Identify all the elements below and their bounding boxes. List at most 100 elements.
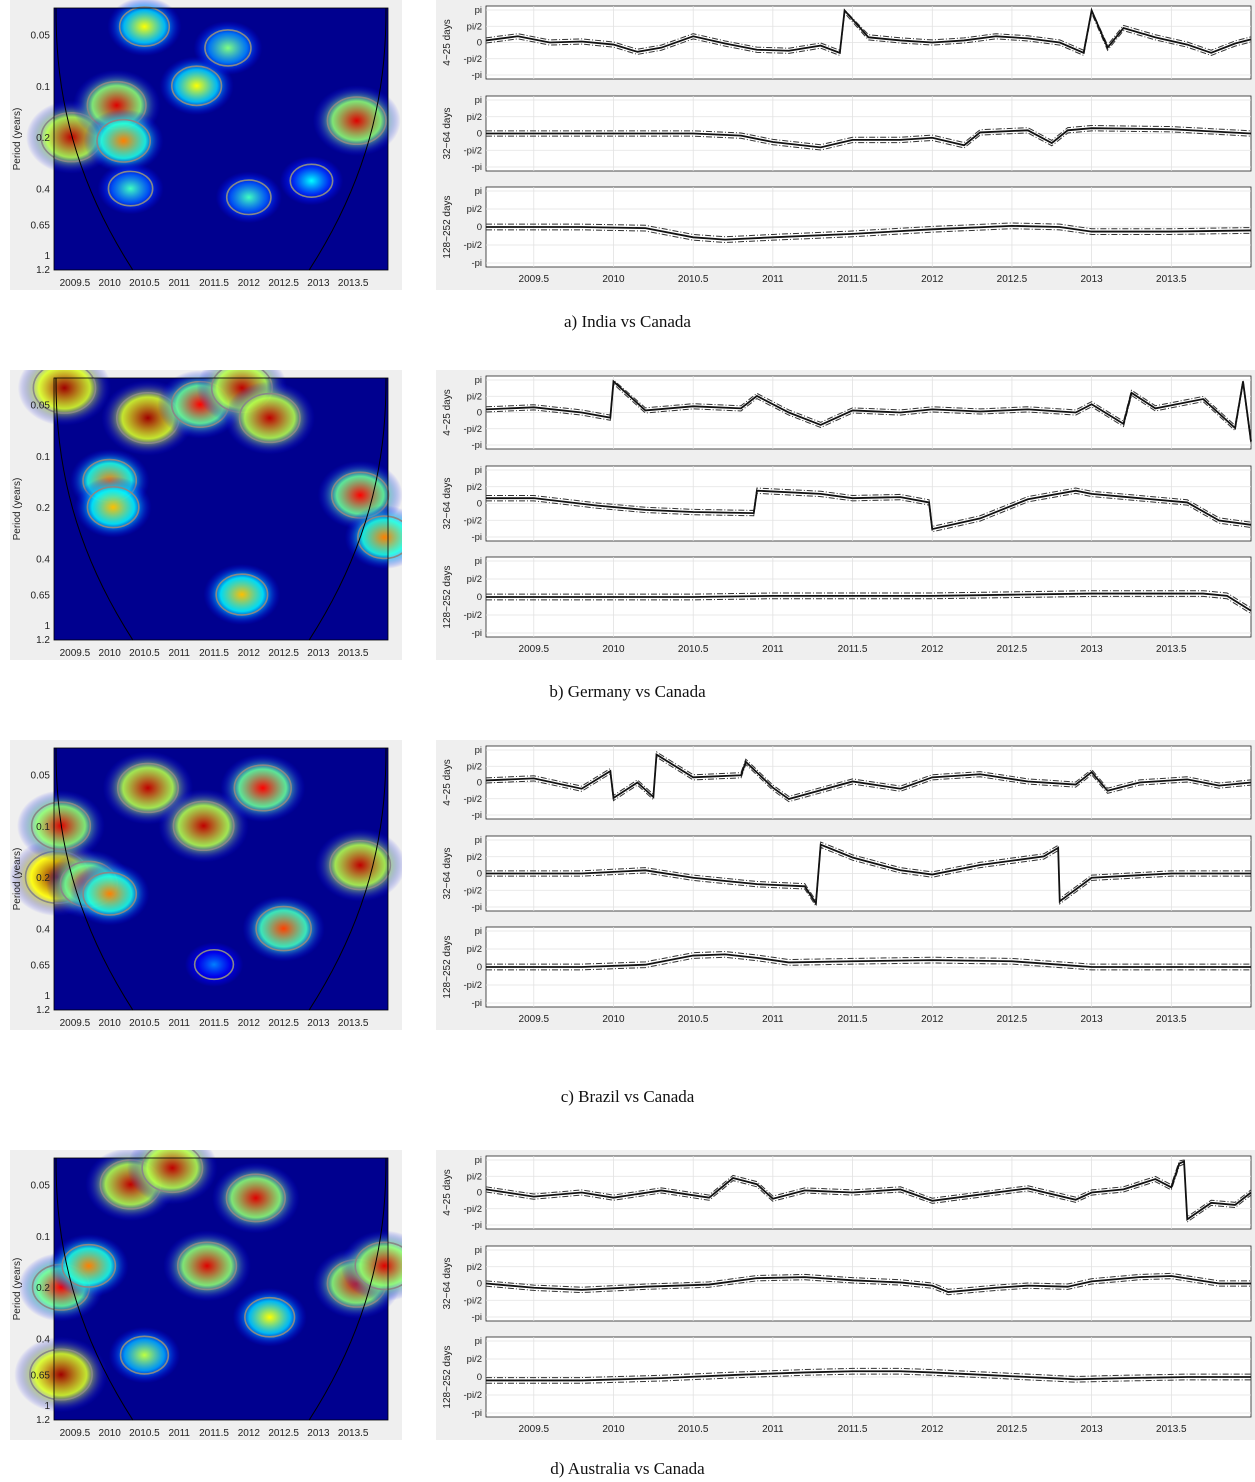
- significance-contour: [176, 1241, 238, 1291]
- x-tick-label: 2011.5: [199, 1428, 229, 1439]
- x-tick-label: 2012.5: [997, 644, 1028, 655]
- y-tick-label: 0: [477, 129, 482, 140]
- y-tick-label: 0.4: [36, 925, 50, 936]
- y-tick-label: pi/2: [467, 944, 482, 955]
- x-tick-label: 2012.5: [997, 1014, 1028, 1025]
- y-tick-label: pi/2: [467, 21, 482, 32]
- y-tick-label: 0: [477, 408, 482, 419]
- x-tick-label: 2011: [168, 278, 190, 289]
- x-tick-label: 2011.5: [838, 644, 868, 655]
- y-tick-label: pi/2: [467, 112, 482, 123]
- band-label: 128~252 days: [442, 565, 453, 628]
- phase-upper-bound: [486, 222, 1252, 238]
- band-label: 32~64 days: [442, 848, 453, 900]
- x-tick-label: 2012: [238, 278, 261, 289]
- y-tick-label: 0: [477, 592, 482, 603]
- y-tick-label: -pi: [471, 70, 482, 81]
- y-tick-label: pi/2: [467, 391, 482, 402]
- heatmap-hotspot: [242, 895, 325, 962]
- heatmap-cells: [26, 0, 401, 224]
- y-tick-label: pi/2: [467, 574, 482, 585]
- y-tick-label: -pi/2: [464, 145, 482, 156]
- x-tick-label: 2010: [99, 648, 122, 659]
- x-tick-label: 2010: [602, 644, 625, 655]
- y-tick-label: 0.1: [36, 452, 50, 463]
- x-tick-label: 2012: [921, 644, 944, 655]
- y-tick-label: 0: [477, 499, 482, 510]
- band-label: 128~252 days: [442, 195, 453, 258]
- x-tick-label: 2012: [238, 648, 261, 659]
- figure-caption-a: a) India vs Canada: [564, 312, 691, 331]
- phase-upper-bound: [486, 841, 1251, 903]
- plot-frame: [53, 377, 389, 641]
- x-tick-label: 2010.5: [678, 274, 709, 285]
- cone-of-influence-right: [308, 747, 387, 1011]
- y-tick-label: 0.4: [36, 555, 50, 566]
- wavelet-svg-c: Period (years) 0.05 0.1 0.2 0.4 0.65 1 1.2 2009.…: [9, 747, 406, 1029]
- heatmap-hotspot: [163, 1230, 252, 1302]
- x-tick-label: 2011.5: [838, 1424, 868, 1435]
- significance-contour: [238, 392, 301, 444]
- x-tick-label: 2013: [307, 648, 330, 659]
- y-tick-label: -pi/2: [464, 515, 482, 526]
- x-tick-label: 2013: [1081, 1014, 1104, 1025]
- phase-difference-line: [486, 489, 1252, 531]
- phase-lower-bound: [485, 756, 1252, 803]
- x-tick-label: 2011.5: [199, 278, 229, 289]
- x-tick-label: 2010: [602, 1014, 625, 1025]
- heatmap-hotspot: [126, 1131, 218, 1205]
- figure-d: Period (years) 0.05 0.1 0.2 0.4 0.65 1 1.2 2009.…: [0, 1131, 1255, 1482]
- x-tick-label: 2013: [1081, 274, 1104, 285]
- y-tick-label: -pi/2: [464, 240, 482, 251]
- heatmap-hotspot: [69, 861, 150, 926]
- band-label: 32~64 days: [442, 478, 453, 530]
- x-tick-label: 2013.5: [1156, 1014, 1187, 1025]
- x-tick-label: 2012: [238, 1018, 261, 1029]
- heatmap-hotspot: [108, 1326, 181, 1384]
- heatmap-hotspot: [312, 85, 401, 157]
- cone-of-influence-right: [308, 7, 387, 271]
- y-tick-label: -pi/2: [464, 1295, 482, 1306]
- significance-contour: [255, 905, 312, 952]
- x-tick-label: 2013.5: [1156, 644, 1187, 655]
- phase-upper-bound: [485, 1272, 1251, 1290]
- plot-frame: [53, 7, 389, 271]
- phase-lower-bound: [485, 1278, 1251, 1296]
- x-tick-label: 2011.5: [199, 1018, 229, 1029]
- y-tick-label: pi: [475, 465, 482, 476]
- phase-panel-c: pi pi/2 0 -pi/2 -pi 4~25 days pi pi/2 0 -pi/2 -pi 3…: [436, 740, 1255, 1030]
- y-tick-label: 1.2: [36, 1005, 50, 1016]
- phase-difference-line: [486, 224, 1252, 241]
- figure-caption-c: c) Brazil vs Canada: [560, 1087, 695, 1106]
- x-tick-label: 2010.5: [129, 1428, 160, 1439]
- y-tick-label: 1.2: [36, 265, 50, 276]
- cone-of-influence-left: [55, 377, 134, 641]
- x-tick-label: 2011.5: [838, 1014, 868, 1025]
- significance-contour: [29, 1348, 93, 1401]
- y-tick-label: 0: [477, 1279, 482, 1290]
- band-label: 32~64 days: [442, 108, 453, 160]
- phase-upper-bound: [485, 378, 1252, 439]
- y-tick-label: pi: [475, 95, 482, 106]
- y-tick-label: 0.05: [31, 30, 51, 41]
- x-tick-label: 2009.5: [60, 648, 91, 659]
- plot-frame: [53, 747, 389, 1011]
- x-tick-label: 2013.5: [338, 1018, 369, 1029]
- x-tick-label: 2009.5: [519, 1014, 550, 1025]
- y-tick-label: 0: [477, 222, 482, 233]
- y-tick-label: -pi: [471, 1408, 482, 1419]
- phase-lower-bound: [486, 228, 1252, 243]
- y-tick-label: 0.05: [31, 1180, 51, 1191]
- y-tick-label: 0.1: [36, 1232, 50, 1243]
- significance-contour: [107, 170, 154, 207]
- plot-frame: [53, 1157, 389, 1421]
- y-tick-label: -pi: [471, 628, 482, 639]
- x-tick-label: 2010: [99, 278, 122, 289]
- y-tick-label: 0.4: [36, 185, 50, 196]
- y-tick-label: pi/2: [467, 1262, 482, 1273]
- x-tick-label: 2011.5: [838, 274, 868, 285]
- y-tick-label: 0.2: [36, 873, 50, 884]
- y-tick-label: pi: [475, 186, 482, 197]
- y-tick-label: -pi/2: [464, 1390, 482, 1401]
- x-tick-label: 2012.5: [268, 1428, 299, 1439]
